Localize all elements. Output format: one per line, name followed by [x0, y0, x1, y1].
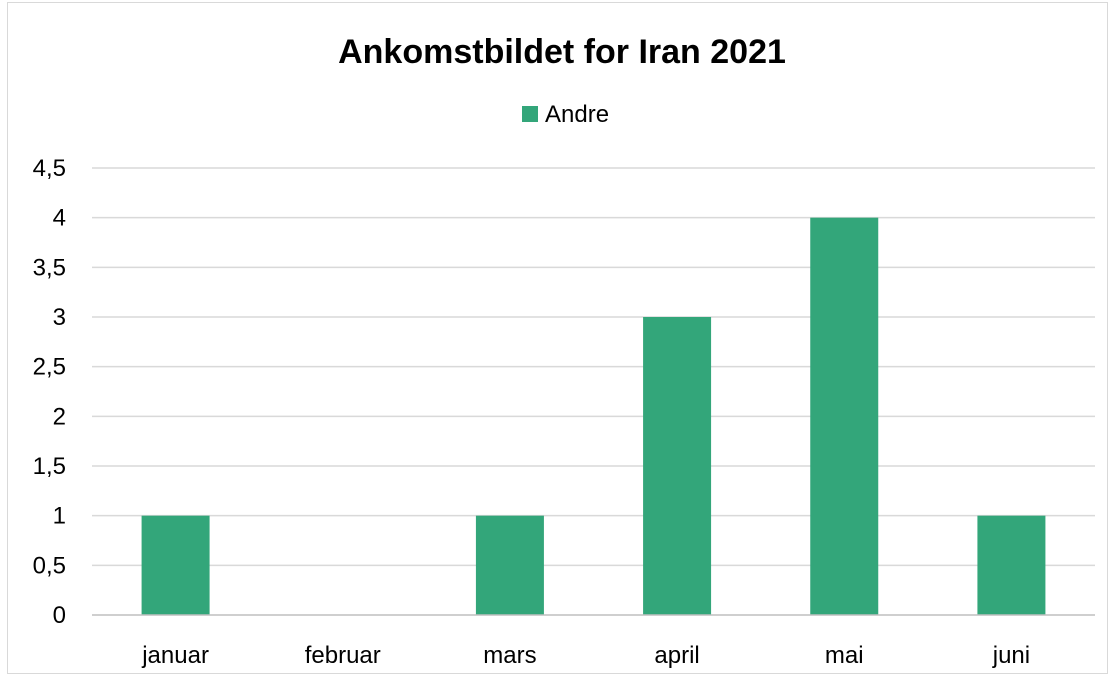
y-tick-label: 2,5 — [33, 354, 66, 381]
bars — [141, 217, 1046, 615]
x-tick-label: mai — [825, 642, 864, 669]
bar-mai — [810, 217, 879, 615]
legend: Andre — [522, 101, 609, 128]
y-axis-ticks: 0 0,5 1 1,5 2 2,5 3 3,5 4 4,5 — [33, 155, 66, 629]
bar-mars — [475, 515, 544, 615]
y-tick-label: 2 — [53, 403, 66, 430]
legend-swatch-andre — [522, 106, 538, 122]
y-tick-label: 3 — [53, 304, 66, 331]
bar-juni — [977, 515, 1046, 615]
x-tick-label: mars — [483, 642, 536, 669]
y-tick-label: 0,5 — [33, 552, 66, 579]
y-tick-label: 1 — [53, 503, 66, 530]
y-tick-label: 4,5 — [33, 155, 66, 182]
bar-januar — [141, 515, 210, 615]
x-tick-label: februar — [305, 642, 381, 669]
gridlines — [92, 167, 1095, 567]
x-tick-label: april — [654, 642, 699, 669]
x-axis-ticks: januar februar mars april mai juni — [141, 642, 1030, 669]
x-tick-label: juni — [992, 642, 1030, 669]
legend-label-andre: Andre — [545, 101, 609, 128]
y-tick-label: 3,5 — [33, 254, 66, 281]
x-tick-label: januar — [141, 642, 209, 669]
y-tick-label: 0 — [53, 602, 66, 629]
y-tick-label: 4 — [53, 205, 66, 232]
bar-april — [643, 317, 712, 615]
chart-title: Ankomstbildet for Iran 2021 — [338, 33, 786, 71]
y-tick-label: 1,5 — [33, 453, 66, 480]
